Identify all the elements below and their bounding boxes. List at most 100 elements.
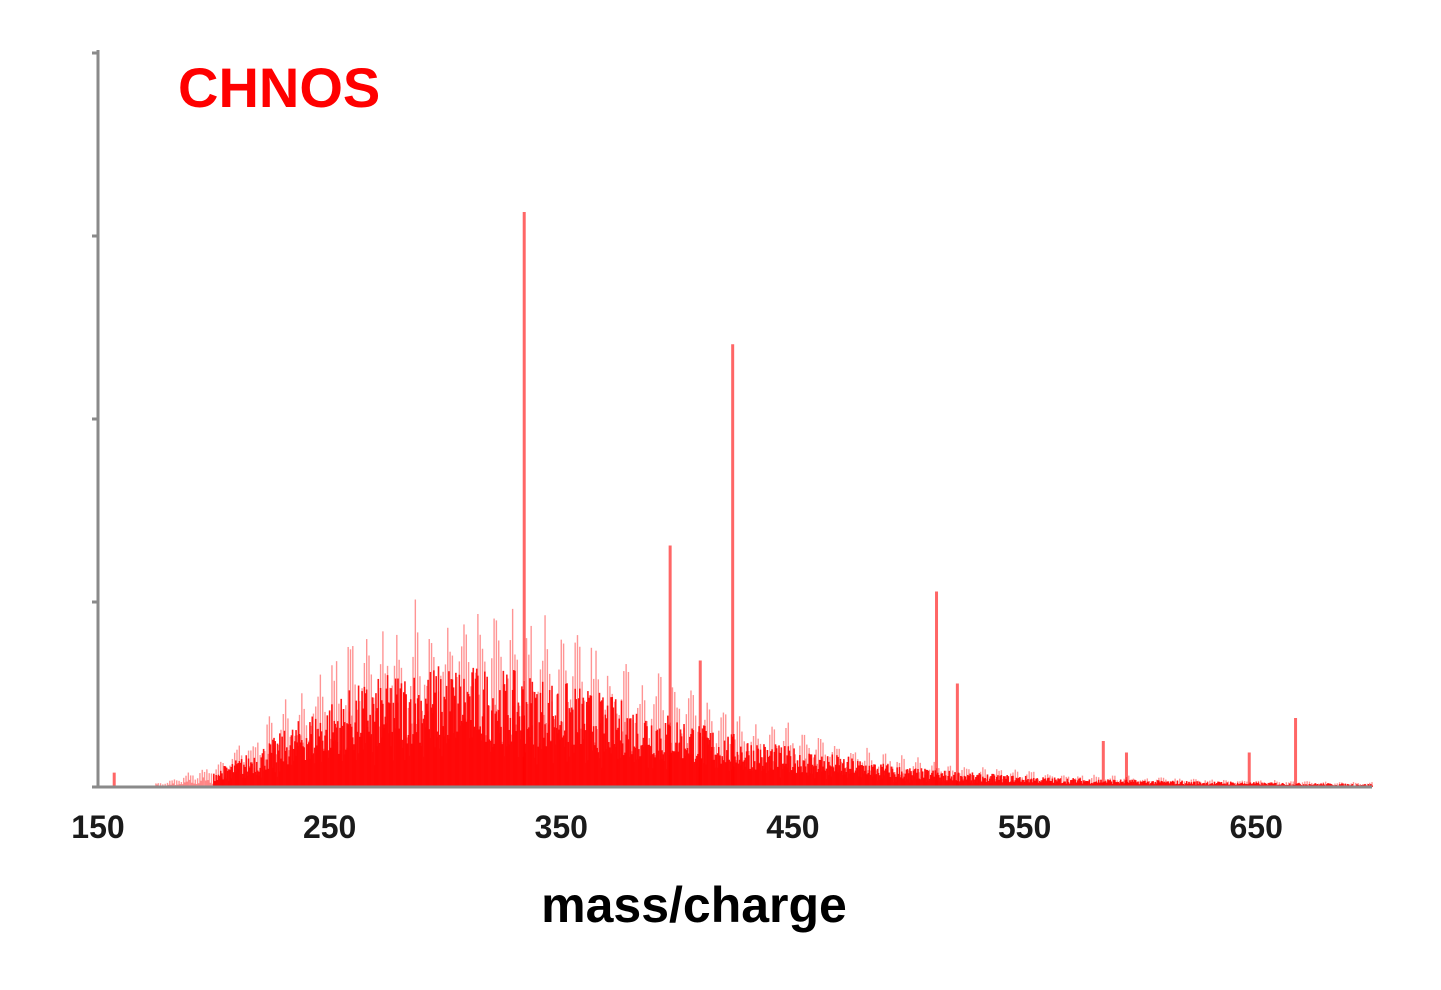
spectrum-bar	[275, 762, 278, 787]
spectrum-bar	[1056, 781, 1058, 787]
spectrum-bar	[579, 688, 581, 787]
spectrum-bar	[757, 748, 759, 787]
spectrum-bar	[276, 743, 279, 787]
spectrum-bar	[581, 703, 583, 787]
spectrum-bar	[675, 742, 677, 787]
spectrum-bar	[913, 769, 916, 787]
spectrum-bar	[919, 779, 922, 787]
spectrum-bar	[617, 727, 619, 787]
spectrum-bar	[801, 734, 803, 787]
spectrum-bar	[824, 770, 827, 787]
spectrum-bar	[422, 718, 425, 787]
spectrum-bar	[350, 726, 353, 787]
spectrum-bar	[1225, 780, 1227, 787]
spectrum-bar	[992, 773, 995, 787]
spectrum-bar	[895, 776, 897, 787]
spectrum-bar	[385, 688, 388, 787]
spectrum-bar	[838, 765, 841, 787]
spectrum-bar	[606, 705, 609, 787]
spectrum-bar	[382, 703, 384, 787]
spectrum-bar	[1156, 780, 1159, 787]
spectrum-bar	[803, 760, 806, 787]
spectrum-bar	[541, 681, 544, 787]
spectrum-bar	[993, 775, 996, 787]
spectrum-bar	[1085, 781, 1087, 787]
spectrum-bar	[1111, 783, 1114, 787]
spectrum-bar	[1100, 779, 1102, 787]
spectrum-bar	[406, 743, 409, 787]
spectrum-bar	[363, 686, 366, 787]
spectrum-bar	[639, 756, 641, 787]
spectrum-bar	[393, 718, 396, 787]
spectrum-bar	[552, 716, 554, 787]
spectrum-bar	[284, 699, 287, 787]
spectrum-bar	[1224, 783, 1226, 787]
spectrum-bar	[961, 776, 963, 787]
spectrum-bar	[519, 730, 522, 787]
spectrum-bar	[328, 710, 331, 787]
spectrum-bar	[657, 673, 660, 787]
spectrum-bar	[1095, 781, 1098, 787]
spectrum-bar	[965, 779, 968, 787]
spectrum-bar	[785, 763, 787, 787]
spectrum-bar	[414, 599, 417, 787]
spectrum-bar	[672, 751, 675, 787]
spectrum-bar	[316, 745, 318, 787]
spectrum-bar	[1064, 781, 1066, 787]
spectrum-bar	[789, 756, 792, 787]
spectrum-bar	[648, 744, 651, 787]
spectrum-bar	[872, 766, 874, 787]
spectrum-bar	[660, 738, 662, 787]
spectrum-bar	[944, 775, 947, 787]
spectrum-bar	[1041, 780, 1043, 787]
spectrum-bar	[680, 736, 683, 787]
spectrum-bar	[544, 615, 546, 787]
spectrum-bar	[859, 761, 861, 787]
spectrum-bar	[310, 734, 312, 787]
spectrum-bar	[314, 718, 317, 787]
spectrum-bar	[1141, 781, 1144, 787]
spectrum-bar	[667, 715, 669, 787]
spectrum-bar	[1190, 782, 1193, 787]
spectrum-bar	[781, 763, 784, 787]
spectrum-bar	[464, 702, 466, 787]
spectrum-bar	[811, 764, 814, 787]
spectrum-bar	[1007, 776, 1010, 787]
spectrum-bar	[546, 732, 549, 787]
spectrum-bar	[1241, 782, 1244, 787]
spectrum-bar	[1146, 781, 1149, 787]
spectrum-bar	[1128, 775, 1130, 787]
spectrum-bar	[297, 721, 300, 787]
spectrum-bar	[749, 768, 751, 787]
spectrum-bar	[605, 718, 608, 787]
spectrum-bar	[1093, 782, 1095, 787]
spectrum-bar	[991, 773, 993, 787]
spectrum-bar	[534, 698, 537, 787]
spectrum-bar	[852, 761, 854, 787]
spectrum-bar	[303, 747, 305, 787]
spectrum-bar	[562, 643, 565, 787]
spectrum-bar	[567, 741, 570, 787]
spectrum-bar	[982, 776, 984, 787]
spectrum-bar	[294, 741, 296, 787]
spectrum-bar	[1221, 783, 1224, 787]
spectrum-bar	[1129, 780, 1131, 787]
spectrum-bar	[413, 677, 415, 787]
spectrum-bar	[1314, 783, 1317, 787]
spectrum-bar	[921, 771, 924, 787]
spectrum-bar	[1086, 780, 1088, 787]
spectrum-bar	[428, 729, 431, 787]
spectrum-bar	[539, 692, 542, 787]
spectrum-bar	[1060, 783, 1063, 787]
spectrum-bar	[726, 750, 728, 787]
spectrum-bar	[785, 727, 787, 787]
spectrum-bar	[717, 747, 720, 787]
spectrum-bar	[947, 775, 949, 787]
spectrum-bar	[1058, 779, 1061, 787]
series-label: CHNOS	[178, 56, 380, 119]
spectrum-bar	[255, 761, 258, 787]
spectrum-bar	[282, 714, 285, 787]
spectrum-bar	[1195, 779, 1197, 787]
spectrum-bar	[1067, 782, 1070, 787]
spectrum-bar	[1118, 783, 1121, 787]
